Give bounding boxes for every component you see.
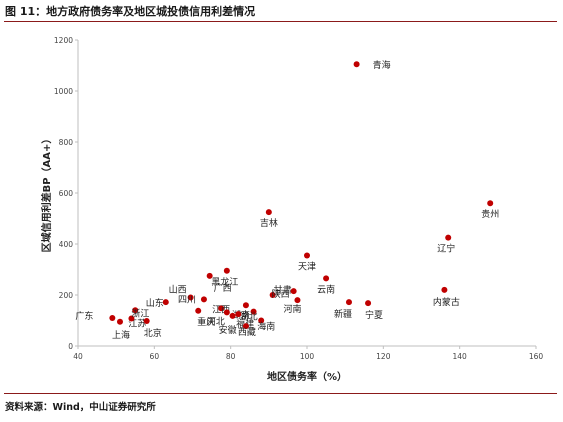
title-rule [4, 21, 557, 22]
point-label: 贵州 [481, 208, 499, 220]
point-label: 湖北 [240, 312, 258, 323]
point-label: 黑龙江 [211, 276, 238, 288]
point-label: 江西 [212, 304, 230, 315]
scatter-point [269, 292, 276, 298]
x-tick-label: 100 [300, 352, 315, 361]
scatter-point [345, 299, 352, 306]
point-label: 浙江 [131, 307, 149, 319]
x-tick-label: 120 [376, 352, 391, 361]
y-tick-label: 800 [59, 138, 74, 147]
point-label: 内蒙古 [433, 296, 460, 308]
point-label: 河北 [207, 315, 225, 327]
scatter-point [187, 294, 194, 301]
point-label: 海南 [257, 321, 275, 333]
y-tick-label: 200 [59, 291, 74, 300]
scatter-point [265, 209, 272, 216]
scatter-point [128, 315, 135, 322]
scatter-point [441, 286, 448, 293]
scatter-point [304, 252, 310, 259]
scatter-point [162, 299, 169, 306]
point-label: 云南 [317, 283, 335, 295]
point-label: 陕西 [272, 288, 290, 300]
point-label: 青海 [373, 59, 391, 71]
point-label: 西藏 [238, 326, 256, 338]
point-label: 新疆 [334, 308, 352, 320]
scatter-point [223, 267, 230, 274]
point-label: 北京 [144, 327, 162, 339]
scatter-point [487, 200, 494, 207]
y-axis-title: 区域信用利差BP（AA+） [40, 134, 53, 253]
point-label: 吉林 [260, 217, 278, 229]
point-label: 重庆 [197, 316, 215, 328]
point-label: 宁夏 [365, 309, 383, 321]
scatter-point [294, 297, 301, 304]
x-tick-label: 160 [529, 352, 544, 361]
point-label: 甘肃 [274, 284, 292, 296]
y-tick-label: 400 [59, 240, 74, 249]
y-tick-label: 600 [59, 189, 74, 198]
scatter-point [200, 296, 207, 303]
x-tick-label: 40 [73, 352, 83, 361]
scatter-point [242, 323, 249, 330]
y-tick-label: 0 [68, 342, 73, 351]
source-rule [4, 393, 557, 394]
point-label: 河南 [283, 303, 301, 315]
point-label: 广西 [214, 282, 232, 294]
x-axis-title: 地区债务率（%） [267, 370, 347, 383]
scatter-point [250, 308, 257, 315]
point-label: 安徽 [219, 324, 237, 336]
scatter-point [223, 309, 230, 316]
scatter-point [143, 318, 150, 325]
point-label: 山西 [169, 285, 187, 296]
scatter-point [206, 272, 213, 279]
scatter-point [323, 275, 330, 282]
scatter-point [365, 300, 372, 307]
point-label: 广东 [75, 310, 93, 322]
scatter-point [353, 61, 360, 68]
x-tick-label: 60 [150, 352, 160, 361]
point-label: 山东 [146, 297, 164, 309]
scatter-point [290, 288, 297, 295]
point-label: 上海 [112, 329, 130, 341]
point-label: 四川 [178, 295, 196, 305]
scatter-point [116, 318, 123, 325]
scatter-point [195, 307, 202, 314]
scatter-point [445, 234, 452, 241]
scatter-point [132, 307, 139, 314]
point-label: 辽宁 [437, 243, 455, 255]
point-label: 天津 [298, 261, 316, 272]
scatter-point [258, 317, 265, 324]
scatter-point [235, 311, 242, 318]
x-tick-label: 140 [453, 352, 468, 361]
y-tick-label: 1200 [54, 36, 73, 45]
source-note: 资料来源：Wind，中山证券研究所 [5, 402, 156, 413]
y-tick-label: 1000 [54, 87, 73, 96]
x-tick-label: 80 [226, 352, 236, 361]
scatter-point [229, 312, 236, 319]
scatter-point [218, 305, 225, 312]
scatter-point [109, 314, 116, 321]
scatter-point [242, 302, 249, 309]
chart-figure-title: 图 11：地方政府债务率及地区城投债信用利差情况 [5, 5, 256, 18]
